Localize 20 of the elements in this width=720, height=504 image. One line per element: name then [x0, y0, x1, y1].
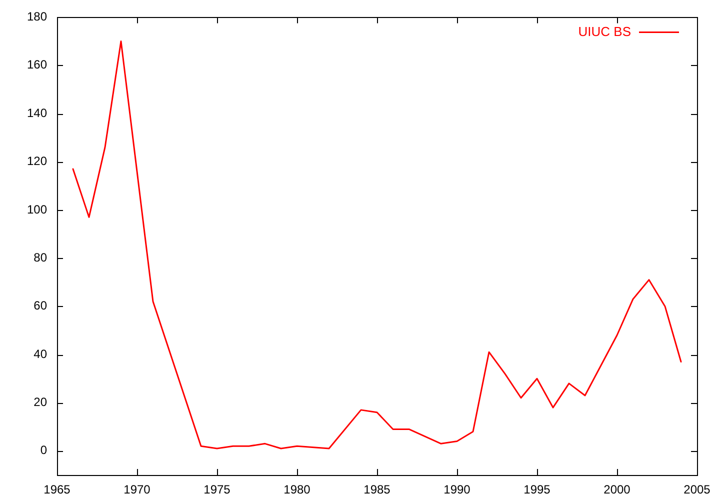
y-tick-label: 60: [34, 298, 48, 313]
x-tick-label: 1985: [364, 482, 391, 497]
y-tick-label: 180: [26, 10, 48, 24]
y-tick-label: 20: [34, 395, 48, 410]
legend-label: UIUC BS: [578, 24, 632, 39]
y-tick-label: 80: [34, 250, 48, 264]
y-tick-label: 120: [26, 154, 48, 168]
y-tick-label: 160: [26, 58, 48, 72]
y-tick-label: 100: [26, 202, 48, 216]
x-tick-label: 1965: [44, 482, 71, 497]
y-tick-label: 40: [34, 346, 48, 361]
y-tick-label: 140: [26, 106, 48, 120]
x-tick-label: 1970: [124, 482, 151, 497]
y-tick-label: 0: [40, 443, 48, 458]
x-tick-label: 1995: [524, 482, 551, 497]
x-tick-label: 1980: [284, 482, 311, 497]
x-tick-label: 1990: [444, 482, 471, 497]
x-tick-label: 2000: [604, 482, 631, 497]
x-tick-label: 2005: [684, 482, 711, 497]
x-tick-label: 1975: [204, 482, 231, 497]
